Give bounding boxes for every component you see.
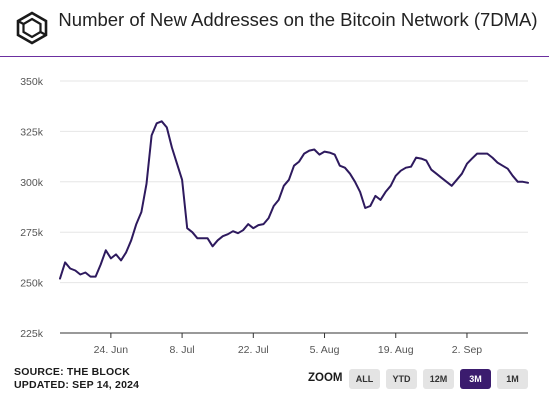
- y-tick-label: 225k: [20, 328, 44, 340]
- x-tick-label: 19. Aug: [378, 344, 414, 356]
- zoom-button-12m[interactable]: 12M: [423, 369, 454, 389]
- y-axis-ticks: 225k 250k 275k 300k 325k 350k: [20, 76, 44, 340]
- x-axis-ticks: 24. Jun 8. Jul 22. Jul 5. Aug 19. Aug 2. Sep: [94, 333, 483, 356]
- zoom-button-ytd[interactable]: YTD: [386, 369, 417, 389]
- x-tick-label: 5. Aug: [310, 344, 340, 356]
- chart-title: Number of New Addresses on the Bitcoin N…: [58, 9, 538, 30]
- series-line-new-addresses: [59, 120, 529, 280]
- x-tick-label: 24. Jun: [94, 344, 129, 356]
- footer-source-block: SOURCE: THE BLOCK UPDATED: SEP 14, 2024: [14, 366, 139, 392]
- zoom-button-1m[interactable]: 1M: [497, 369, 528, 389]
- y-tick-label: 275k: [20, 227, 44, 239]
- x-tick-label: 22. Jul: [238, 344, 269, 356]
- zoom-label: ZOOM: [308, 372, 343, 384]
- y-tick-label: 325k: [20, 126, 44, 138]
- y-tick-label: 300k: [20, 177, 44, 189]
- line-chart: 225k 250k 275k 300k 325k 350k 24. Jun 8. Jul 22…: [20, 76, 529, 356]
- updated-text: UPDATED: SEP 14, 2024: [14, 379, 140, 391]
- title-divider: [0, 56, 549, 57]
- zoom-button-all[interactable]: ALL: [349, 369, 380, 389]
- y-tick-label: 350k: [20, 76, 44, 88]
- source-text: SOURCE: THE BLOCK: [14, 366, 130, 378]
- x-tick-label: 2. Sep: [452, 344, 483, 356]
- y-tick-label: 250k: [20, 278, 44, 290]
- x-tick-label: 8. Jul: [170, 344, 195, 356]
- chart-gridlines: [60, 80, 528, 284]
- zoom-button-3m[interactable]: 3M: [460, 369, 491, 389]
- the-block-logo-icon: [16, 11, 48, 45]
